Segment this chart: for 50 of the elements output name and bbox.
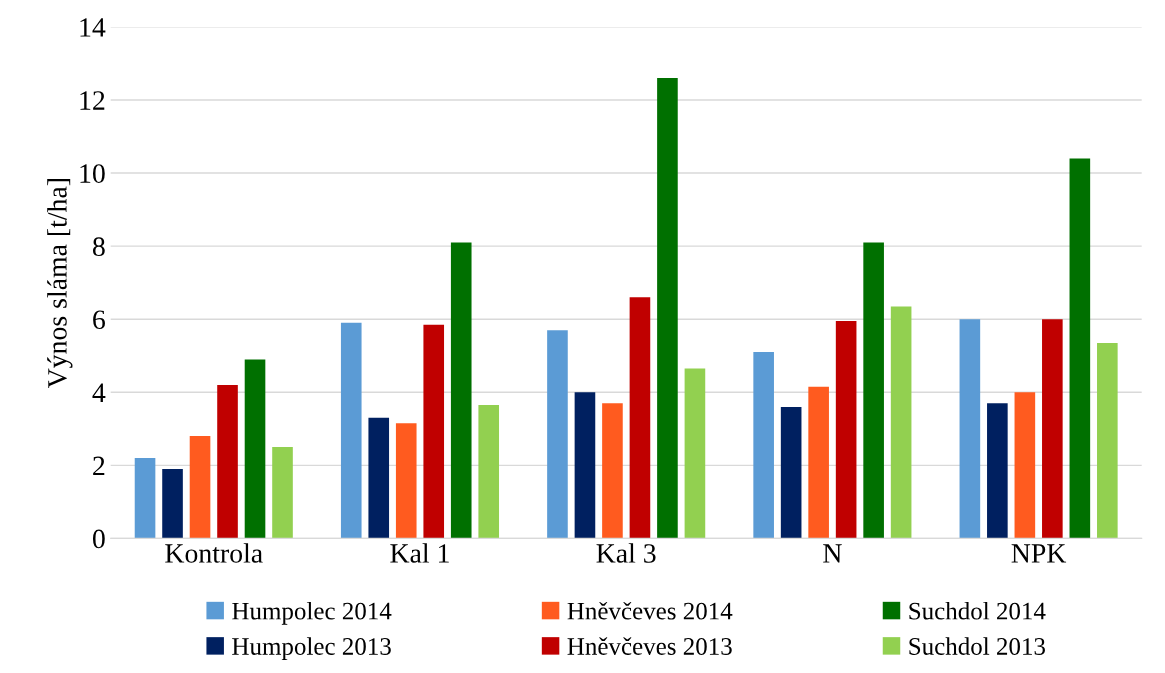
- bar: [134, 458, 156, 539]
- legend-label: Suchdol 2014: [909, 601, 1046, 620]
- bar: [162, 468, 183, 539]
- bar: [753, 352, 774, 539]
- y-tick-label: 12: [80, 91, 105, 110]
- bar: [217, 384, 238, 539]
- bar: [272, 447, 293, 539]
- bar: [1014, 392, 1036, 539]
- bar: [863, 242, 884, 539]
- bar: [189, 436, 211, 539]
- bar: [835, 321, 857, 539]
- bar: [684, 368, 706, 539]
- x-tick-label: N: [823, 544, 842, 563]
- y-tick-label: 6: [93, 310, 105, 330]
- bar: [1042, 319, 1063, 539]
- y-tick-label: 8: [92, 237, 105, 257]
- legend-label: Humpolec 2013: [232, 637, 391, 660]
- bar: [340, 322, 362, 539]
- bar: [959, 319, 981, 539]
- y-tick-label: 4: [92, 383, 106, 402]
- bar: [478, 405, 500, 539]
- bar: [629, 297, 651, 539]
- bar: [574, 392, 596, 539]
- bar: [987, 403, 1008, 539]
- y-axis-title: Výnos sláma [t/ha]: [47, 179, 73, 389]
- bar: [890, 306, 912, 539]
- bar: [602, 403, 623, 539]
- bar: [657, 78, 678, 539]
- legend-label: Hněvčeves 2014: [567, 601, 733, 620]
- x-tick-label: Kal 1: [390, 543, 449, 563]
- bar: [368, 417, 390, 539]
- y-tick-label: 0: [92, 529, 105, 549]
- legend-label: Humpolec 2014: [232, 601, 392, 625]
- bar: [423, 324, 445, 539]
- y-tick-label: 10: [80, 164, 105, 183]
- bar: [244, 359, 266, 539]
- legend-label: Suchdol 2013: [909, 637, 1045, 655]
- bar: [1097, 342, 1118, 539]
- bar: [1069, 158, 1091, 539]
- bar: [780, 406, 802, 539]
- bar: [395, 423, 417, 539]
- bar: [808, 386, 829, 539]
- x-tick-label: Kontrola: [165, 543, 263, 563]
- bar: [547, 330, 568, 539]
- y-tick-label: 14: [80, 18, 106, 37]
- x-tick-label: NPK: [1011, 544, 1067, 563]
- bar: [450, 242, 472, 539]
- x-tick-label: Kal 3: [596, 543, 656, 563]
- y-tick-label: 2: [93, 456, 105, 475]
- legend-label: Hněvčeves 2013: [567, 637, 732, 655]
